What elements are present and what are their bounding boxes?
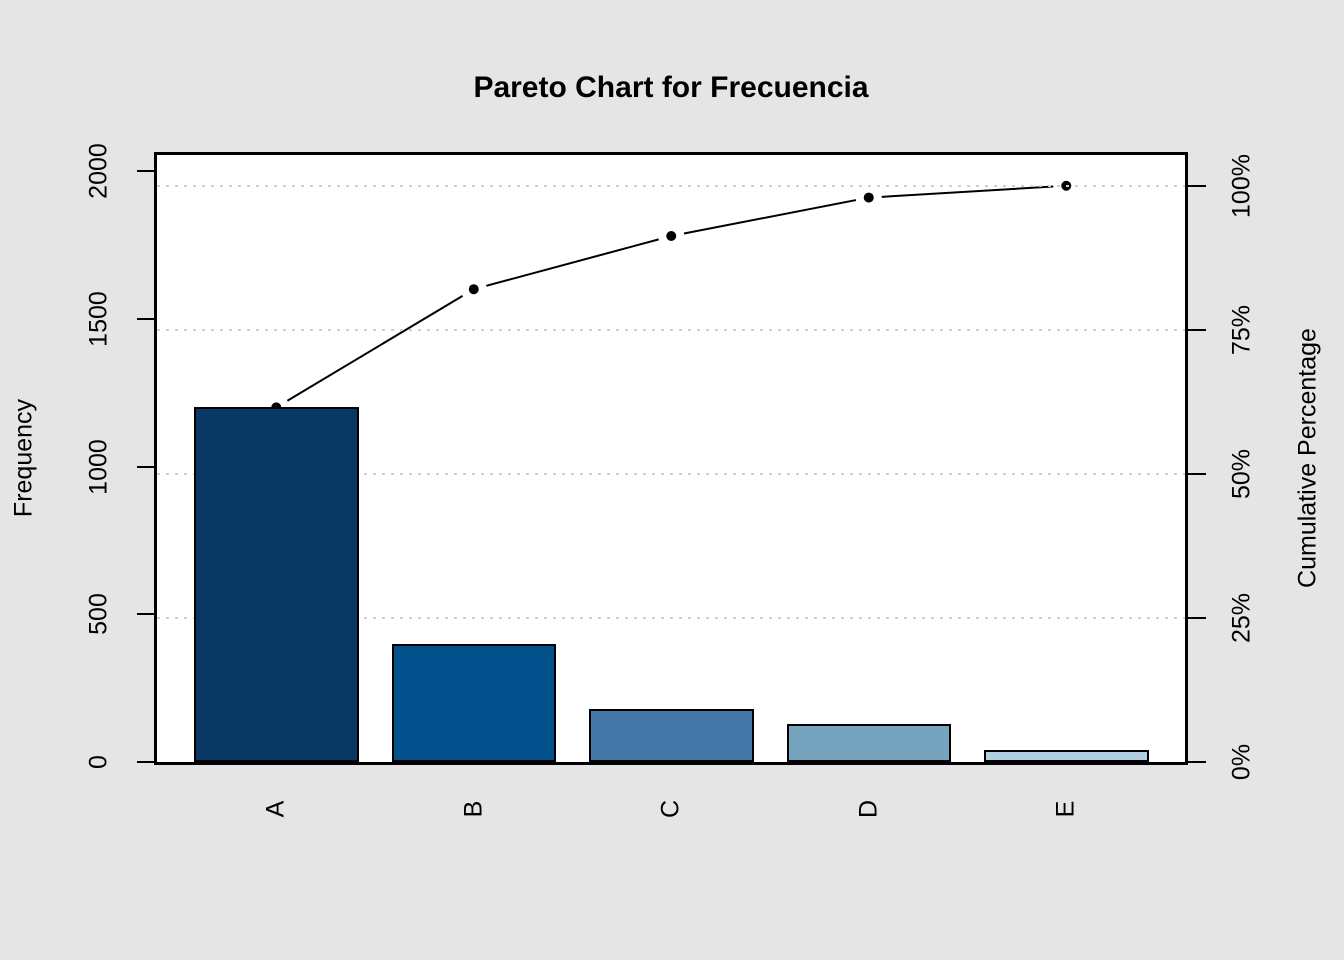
gridline xyxy=(157,328,1185,331)
gridline xyxy=(157,184,1185,187)
y-right-tick-label: 25% xyxy=(1227,592,1256,643)
y-right-tick xyxy=(1186,472,1206,475)
frequency-bar-E xyxy=(984,750,1149,762)
y-right-tick xyxy=(1186,184,1206,187)
y-right-tick-label: 50% xyxy=(1227,448,1256,499)
y-left-tick-label: 2000 xyxy=(84,143,113,199)
frequency-bar-C xyxy=(589,708,754,762)
gridline xyxy=(157,616,1185,619)
y-left-tick xyxy=(137,170,157,172)
x-category-label-A: A xyxy=(261,800,290,818)
y-left-tick-label: 0 xyxy=(84,755,113,769)
y-axis-label-left: Frequency xyxy=(9,398,38,518)
y-left-tick xyxy=(137,465,157,468)
y-right-tick xyxy=(1186,761,1206,763)
frequency-bar-B xyxy=(391,643,556,762)
frequency-bar-A xyxy=(194,407,359,762)
y-left-tick xyxy=(137,761,157,763)
y-left-tick-label: 500 xyxy=(84,593,113,636)
y-right-tick-label: 100% xyxy=(1227,153,1256,218)
y-left-tick xyxy=(137,613,157,616)
y-right-tick-label: 75% xyxy=(1227,304,1256,355)
y-right-tick xyxy=(1186,616,1206,619)
y-left-tick xyxy=(137,317,157,320)
gridline xyxy=(157,472,1185,475)
y-left-tick-label: 1000 xyxy=(84,438,113,495)
frequency-bar-D xyxy=(786,723,951,762)
chart-title: Pareto Chart for Frecuencia xyxy=(473,71,869,104)
y-axis-label-right: Cumulative Percentage xyxy=(1293,328,1322,588)
x-category-label-D: D xyxy=(854,799,883,819)
y-right-tick xyxy=(1186,328,1206,331)
y-left-tick-label: 1500 xyxy=(84,290,113,347)
x-category-label-B: B xyxy=(459,800,488,818)
y-right-tick-label: 0% xyxy=(1227,743,1256,781)
x-category-label-E: E xyxy=(1051,800,1080,818)
x-category-label-C: C xyxy=(656,799,685,819)
